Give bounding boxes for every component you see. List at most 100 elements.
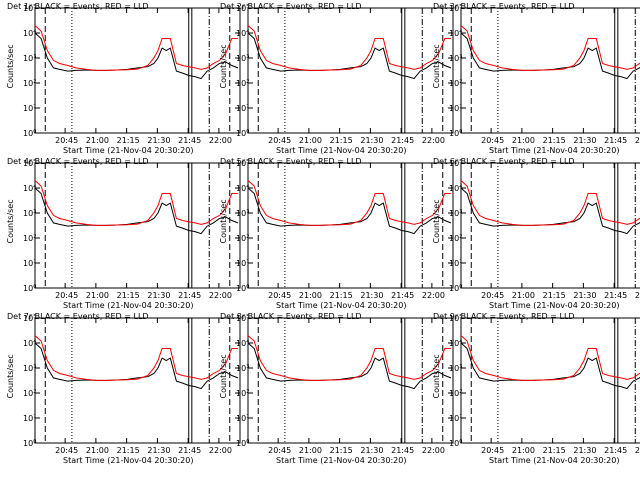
x-tick-label: 21:00: [299, 136, 322, 145]
events-series-line: [34, 32, 239, 80]
x-tick-label: 21:15: [117, 446, 140, 455]
y-axis-label: Counts/sec: [219, 354, 228, 398]
y-tick-label: 100: [23, 439, 36, 448]
lld-series-line: [460, 180, 640, 226]
y-tick-label: 105: [23, 159, 36, 168]
y-tick-label: 105: [449, 4, 462, 13]
events-series-line: [460, 342, 640, 390]
x-tick-label: 21:15: [543, 291, 566, 300]
y-tick-label: 105: [236, 4, 249, 13]
y-tick-label: 101: [449, 414, 462, 423]
x-tick-label: 21:00: [299, 446, 322, 455]
x-tick-label: 20:45: [481, 136, 504, 145]
chart-panel-1: Det 1r BLACK = Events, RED = LLD Counts/s…: [6, 2, 241, 155]
x-tick-label: 21:00: [512, 446, 535, 455]
plot-frame: [34, 7, 241, 134]
y-tick-label: 104: [449, 339, 462, 348]
chart-panel-7: Det 7r BLACK = Events, RED = LLD Counts/s…: [6, 312, 241, 465]
x-tick-label: 21:30: [573, 136, 596, 145]
x-tick-label: 21:45: [178, 291, 201, 300]
lld-series-line: [247, 180, 451, 226]
lld-series-line: [34, 25, 238, 71]
y-axis-label: Counts/sec: [432, 44, 441, 88]
x-tick-label: 21:45: [178, 136, 201, 145]
x-tick-label: 21:30: [360, 446, 383, 455]
plot-frame: [34, 317, 241, 444]
y-tick-label: 101: [23, 259, 36, 268]
y-tick-label: 102: [23, 234, 36, 243]
y-tick-label: 100: [449, 284, 462, 293]
y-tick-label: 104: [23, 339, 36, 348]
chart-title: Det 5r BLACK = Events, RED = LLD: [220, 157, 362, 166]
chart-title: Det 3r BLACK = Events, RED = LLD: [433, 2, 575, 11]
x-tick-label: 20:45: [268, 136, 291, 145]
y-tick-label: 100: [236, 129, 249, 138]
x-tick-label: 21:30: [360, 291, 383, 300]
x-axis-label: Start Time (21-Nov-04 20:30:20): [63, 301, 193, 310]
events-series-line: [247, 342, 452, 390]
x-tick-label: 21:45: [391, 136, 414, 145]
chart-panel-6: Det 6r BLACK = Events, RED = LLD Counts/s…: [432, 157, 640, 310]
x-tick-label: 21:15: [117, 136, 140, 145]
plot-frame: [460, 7, 640, 134]
y-axis-label: Counts/sec: [6, 44, 15, 88]
y-tick-label: 101: [23, 104, 36, 113]
lld-series-line: [34, 180, 238, 226]
x-tick-label: 21:45: [391, 291, 414, 300]
chart-title: Det 2r BLACK = Events, RED = LLD: [220, 2, 362, 11]
x-tick-label: 21:15: [330, 136, 353, 145]
x-tick-label: 20:45: [55, 291, 78, 300]
y-tick-label: 103: [449, 364, 462, 373]
y-tick-label: 100: [23, 129, 36, 138]
y-tick-label: 103: [23, 209, 36, 218]
x-tick-label: 22:00: [635, 136, 640, 145]
x-tick-label: 21:30: [147, 291, 170, 300]
y-tick-label: 103: [23, 54, 36, 63]
x-tick-label: 21:30: [573, 291, 596, 300]
events-series-line: [460, 32, 640, 80]
plot-frame: [247, 7, 454, 134]
y-tick-label: 105: [23, 314, 36, 323]
chart-title: Det 6r BLACK = Events, RED = LLD: [433, 157, 575, 166]
x-tick-label: 20:45: [481, 446, 504, 455]
x-tick-label: 21:15: [330, 446, 353, 455]
x-tick-label: 21:15: [117, 291, 140, 300]
y-tick-label: 103: [236, 54, 249, 63]
chart-panel-8: Det 8r BLACK = Events, RED = LLD Counts/s…: [219, 312, 454, 465]
x-tick-label: 22:00: [422, 136, 445, 145]
x-tick-label: 21:00: [86, 446, 109, 455]
plot-frame: [34, 162, 241, 289]
lld-series-line: [247, 25, 451, 71]
y-tick-label: 104: [449, 29, 462, 38]
x-tick-label: 21:00: [512, 291, 535, 300]
y-axis-label: Counts/sec: [219, 199, 228, 243]
y-tick-label: 100: [236, 439, 249, 448]
chart-title: Det 9r BLACK = Events, RED = LLD: [433, 312, 575, 321]
plot-frame: [247, 317, 454, 444]
x-tick-label: 21:15: [330, 291, 353, 300]
y-axis-label: Counts/sec: [6, 354, 15, 398]
events-series-line: [34, 342, 239, 390]
y-tick-label: 101: [23, 414, 36, 423]
x-axis-label: Start Time (21-Nov-04 20:30:20): [489, 146, 619, 155]
lld-series-line: [460, 335, 640, 381]
x-tick-label: 21:15: [543, 136, 566, 145]
x-tick-label: 21:30: [573, 446, 596, 455]
chart-panel-2: Det 2r BLACK = Events, RED = LLD Counts/s…: [219, 2, 454, 155]
y-tick-label: 105: [23, 4, 36, 13]
y-tick-label: 100: [449, 129, 462, 138]
y-tick-label: 104: [449, 184, 462, 193]
chart-panel-4: Det 4r BLACK = Events, RED = LLD Counts/s…: [6, 157, 241, 310]
x-tick-label: 20:45: [268, 446, 291, 455]
x-tick-label: 20:45: [55, 446, 78, 455]
x-axis-label: Start Time (21-Nov-04 20:30:20): [276, 146, 406, 155]
x-tick-label: 20:45: [268, 291, 291, 300]
y-tick-label: 102: [236, 234, 249, 243]
x-tick-label: 22:00: [209, 291, 232, 300]
x-tick-label: 21:00: [512, 136, 535, 145]
events-series-line: [460, 187, 640, 235]
x-tick-label: 21:00: [86, 291, 109, 300]
x-tick-label: 21:45: [604, 291, 627, 300]
